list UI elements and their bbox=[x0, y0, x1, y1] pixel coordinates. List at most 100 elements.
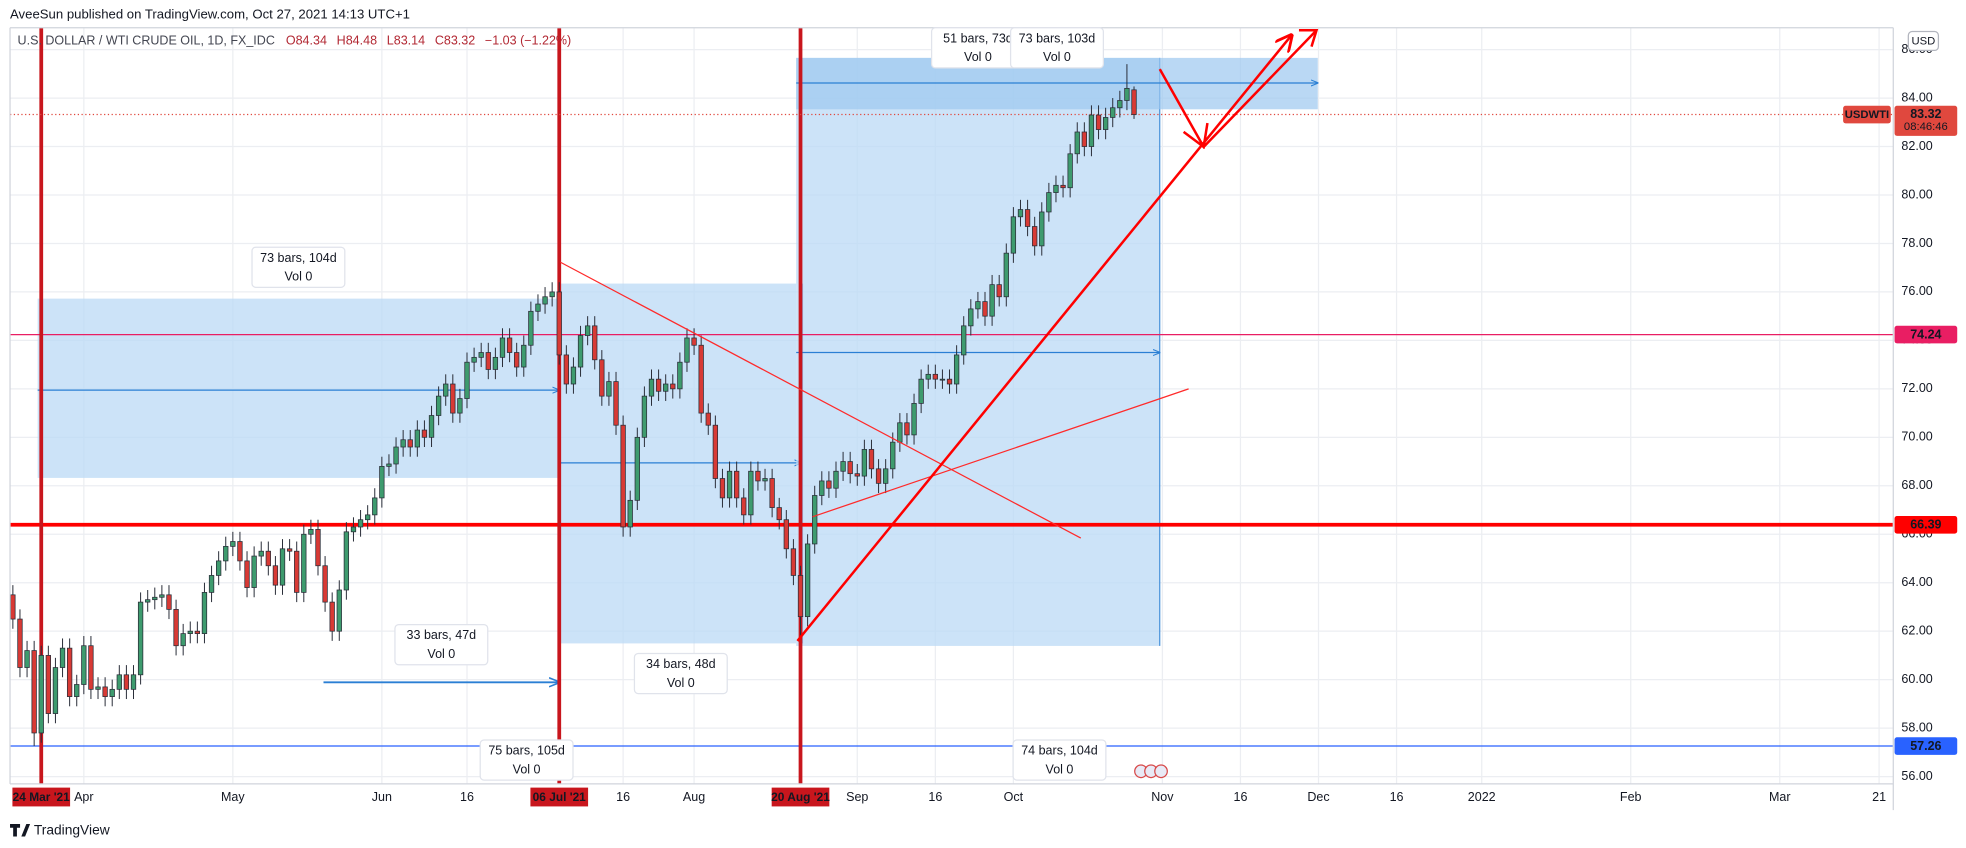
measure-box bbox=[633, 652, 728, 695]
last-price-box bbox=[1894, 105, 1958, 136]
candle-body bbox=[890, 441, 896, 470]
candle-body bbox=[1024, 209, 1031, 227]
candle-body bbox=[670, 383, 676, 390]
candle-body bbox=[734, 470, 740, 499]
symbol-name: U.S. DOLLAR / WTI CRUDE OIL, 1D, FX_IDC bbox=[18, 34, 275, 48]
x-tick-label: Dec bbox=[1307, 790, 1329, 804]
candle-body bbox=[918, 378, 924, 404]
candle-body bbox=[1081, 131, 1087, 147]
candle-body bbox=[116, 674, 122, 690]
candle-body bbox=[875, 468, 882, 484]
candle-body bbox=[66, 647, 73, 697]
symbol-legend: U.S. DOLLAR / WTI CRUDE OIL, 1D, FX_IDC … bbox=[18, 34, 572, 48]
price-unit[interactable]: USD bbox=[1907, 30, 1940, 51]
last-price-label: 83.32 bbox=[1910, 107, 1941, 121]
measure-range: 34 bars, 48d bbox=[646, 657, 716, 671]
candle-body bbox=[726, 470, 733, 499]
candle-body bbox=[1074, 131, 1080, 155]
candle-body bbox=[1053, 184, 1059, 193]
candle-body bbox=[1010, 216, 1017, 254]
candle-body bbox=[201, 592, 208, 634]
candle-body bbox=[705, 412, 711, 426]
candle-body bbox=[946, 378, 953, 385]
candle-body bbox=[336, 589, 342, 632]
branding: TradingView bbox=[10, 823, 110, 838]
candle-body bbox=[655, 378, 662, 392]
x-tick-label: Nov bbox=[1151, 790, 1174, 804]
candle-body bbox=[897, 422, 903, 443]
x-tick-label: 16 bbox=[460, 790, 474, 804]
y-tick-label: 80.00 bbox=[1901, 187, 1932, 201]
candle-body bbox=[109, 688, 115, 697]
candle-body bbox=[173, 608, 179, 647]
x-tick-label: Feb bbox=[1620, 790, 1642, 804]
candle-body bbox=[10, 594, 16, 620]
measure-box bbox=[1009, 27, 1104, 69]
candle-body bbox=[904, 422, 910, 436]
candle-body bbox=[812, 495, 818, 545]
ohlc-close: C83.32 bbox=[435, 34, 475, 48]
candle-body bbox=[570, 366, 577, 385]
candle-body bbox=[577, 335, 584, 368]
trend-arrow bbox=[796, 35, 1291, 642]
ohlc-change: −1.03 (−1.22%) bbox=[485, 34, 571, 48]
y-tick-label: 58.00 bbox=[1901, 720, 1932, 734]
candle-body bbox=[421, 429, 428, 438]
measure-volume: Vol 0 bbox=[284, 270, 312, 284]
candle-body bbox=[620, 424, 626, 528]
price-unit-label[interactable]: USD bbox=[1911, 36, 1935, 48]
measure-range: 73 bars, 103d bbox=[1019, 31, 1096, 45]
y-tick-label: 68.00 bbox=[1901, 478, 1932, 492]
candle-body bbox=[343, 531, 350, 591]
candle-body bbox=[230, 541, 236, 547]
candle-body bbox=[365, 514, 371, 521]
candle-body bbox=[769, 478, 775, 508]
candle-body bbox=[939, 378, 946, 381]
candle-body bbox=[861, 449, 868, 477]
candle-body bbox=[1095, 114, 1102, 130]
candle-body bbox=[528, 310, 534, 346]
candle-body bbox=[549, 291, 555, 298]
candle-body bbox=[1039, 211, 1045, 247]
price-line-label: 66.39 bbox=[1910, 518, 1941, 532]
measure-volume: Vol 0 bbox=[1046, 762, 1074, 776]
candle-body bbox=[975, 301, 981, 310]
y-tick-label: 78.00 bbox=[1901, 236, 1932, 250]
event-flags bbox=[1134, 764, 1168, 779]
candle-body bbox=[506, 337, 513, 353]
candle-body bbox=[932, 373, 938, 380]
price-line-label-box bbox=[1894, 516, 1958, 534]
candles bbox=[10, 64, 1137, 747]
candle-body bbox=[499, 337, 506, 358]
countdown-label: 08:46:46 bbox=[1904, 121, 1948, 133]
price-unit-box[interactable] bbox=[1907, 30, 1940, 51]
y-tick-label: 62.00 bbox=[1901, 623, 1932, 637]
candle-body bbox=[719, 478, 726, 499]
price-line-label: 74.24 bbox=[1910, 328, 1941, 342]
candle-body bbox=[698, 344, 704, 414]
candle-body bbox=[840, 461, 846, 472]
candle-body bbox=[1067, 153, 1073, 189]
candle-body bbox=[819, 480, 825, 496]
price-line-label-box bbox=[1894, 325, 1958, 344]
candle-body bbox=[776, 507, 782, 521]
candle-body bbox=[691, 337, 697, 346]
x-tick-label: Aug bbox=[683, 790, 705, 804]
measure-range: 75 bars, 105d bbox=[488, 744, 565, 758]
candle-body bbox=[1046, 192, 1052, 213]
symbol-legend-text: U.S. DOLLAR / WTI CRUDE OIL, 1D, FX_IDC … bbox=[18, 34, 572, 48]
candle-body bbox=[478, 352, 484, 358]
candle-body bbox=[627, 499, 633, 528]
candle-body bbox=[123, 674, 130, 690]
y-tick-label: 56.00 bbox=[1901, 769, 1932, 783]
candle-body bbox=[1003, 252, 1009, 298]
candle-body bbox=[953, 354, 960, 385]
candle-body bbox=[308, 529, 314, 535]
candle-body bbox=[223, 545, 229, 562]
y-tick-label: 64.00 bbox=[1901, 575, 1932, 589]
candle-body bbox=[17, 618, 23, 668]
measure-box bbox=[251, 246, 346, 288]
candle-body bbox=[1110, 107, 1116, 118]
candle-body bbox=[663, 383, 669, 392]
